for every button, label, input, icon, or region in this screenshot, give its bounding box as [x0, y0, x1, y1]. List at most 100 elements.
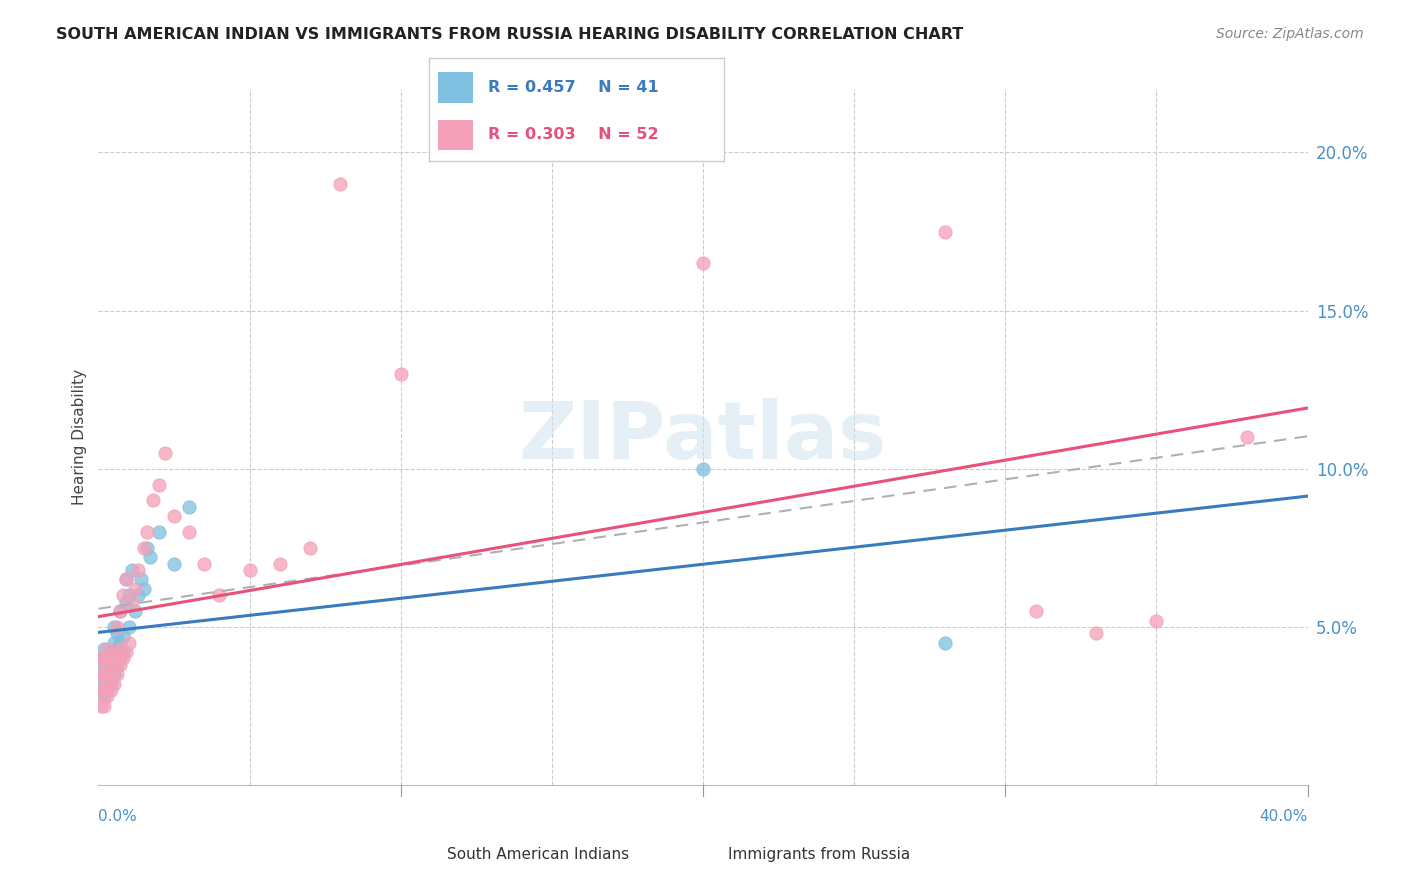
Point: [100, 651, 122, 665]
Point: [90, 651, 112, 665]
Point: [124, 604, 146, 618]
Text: South American Indians: South American Indians: [447, 847, 630, 862]
Point: [93, 651, 115, 665]
Point: [96, 673, 118, 688]
Point: [105, 642, 128, 657]
Point: [1024, 604, 1046, 618]
Point: [135, 524, 157, 539]
Point: [90, 651, 112, 665]
Point: [148, 477, 170, 491]
Point: [118, 620, 141, 634]
Point: [269, 557, 291, 571]
Point: [93, 683, 115, 698]
Point: [132, 541, 155, 555]
Point: [124, 582, 146, 596]
Point: [100, 667, 122, 681]
Point: [96, 642, 118, 657]
Point: [299, 541, 322, 555]
Point: [93, 673, 115, 688]
Point: [139, 550, 162, 565]
Text: ZIPatlas: ZIPatlas: [519, 398, 887, 476]
Point: [129, 573, 152, 587]
Point: [239, 563, 262, 577]
Point: [1144, 614, 1167, 628]
Point: [90, 698, 112, 713]
Point: [105, 651, 128, 665]
Point: [96, 690, 118, 704]
Point: [96, 667, 118, 681]
Text: Source: ZipAtlas.com: Source: ZipAtlas.com: [1216, 27, 1364, 41]
Point: [114, 573, 136, 587]
Point: [153, 446, 176, 460]
Point: [121, 563, 143, 577]
Point: [100, 677, 122, 691]
Point: [100, 661, 122, 675]
Point: [103, 651, 125, 665]
Point: [108, 657, 131, 672]
Point: [93, 657, 115, 672]
Text: 40.0%: 40.0%: [1260, 809, 1308, 823]
Point: [111, 588, 134, 602]
Point: [100, 683, 122, 698]
Point: [135, 541, 157, 555]
Point: [692, 256, 714, 270]
Text: SOUTH AMERICAN INDIAN VS IMMIGRANTS FROM RUSSIA HEARING DISABILITY CORRELATION C: SOUTH AMERICAN INDIAN VS IMMIGRANTS FROM…: [56, 27, 963, 42]
Point: [163, 557, 186, 571]
Point: [100, 645, 122, 659]
Point: [127, 563, 149, 577]
Point: [103, 635, 125, 649]
Point: [93, 690, 115, 704]
Point: [108, 604, 131, 618]
Point: [90, 667, 112, 681]
Point: [118, 635, 141, 649]
Bar: [437, 120, 472, 150]
Point: [108, 635, 131, 649]
Point: [103, 661, 125, 675]
Point: [103, 645, 125, 659]
Y-axis label: Hearing Disability: Hearing Disability: [72, 369, 87, 505]
Point: [103, 620, 125, 634]
Point: [93, 642, 115, 657]
Point: [105, 620, 128, 634]
Point: [108, 642, 131, 657]
Point: [114, 594, 136, 608]
Point: [114, 645, 136, 659]
Text: R = 0.303    N = 52: R = 0.303 N = 52: [488, 128, 658, 143]
Point: [93, 698, 115, 713]
Point: [148, 524, 170, 539]
Point: [103, 677, 125, 691]
Bar: [437, 72, 472, 103]
Point: [193, 557, 215, 571]
Point: [96, 683, 118, 698]
Point: [90, 683, 112, 698]
Point: [121, 594, 143, 608]
Point: [208, 588, 231, 602]
Point: [103, 667, 125, 681]
Point: [108, 604, 131, 618]
Point: [111, 651, 134, 665]
Point: [934, 225, 956, 239]
Point: [163, 509, 186, 524]
Point: [118, 588, 141, 602]
Point: [90, 667, 112, 681]
Point: [1085, 626, 1108, 640]
Point: [389, 367, 412, 381]
Point: [692, 461, 714, 475]
Point: [108, 651, 131, 665]
Text: 0.0%: 0.0%: [98, 809, 138, 823]
Text: Immigrants from Russia: Immigrants from Russia: [728, 847, 911, 862]
Point: [179, 500, 201, 514]
Point: [127, 588, 149, 602]
Point: [93, 667, 115, 681]
Point: [1236, 430, 1258, 444]
Point: [132, 582, 155, 596]
Point: [96, 651, 118, 665]
Point: [111, 629, 134, 643]
Point: [934, 635, 956, 649]
Point: [114, 573, 136, 587]
Point: [329, 177, 352, 191]
Text: R = 0.457    N = 41: R = 0.457 N = 41: [488, 80, 658, 95]
Point: [90, 683, 112, 698]
Point: [105, 657, 128, 672]
Point: [142, 493, 165, 508]
